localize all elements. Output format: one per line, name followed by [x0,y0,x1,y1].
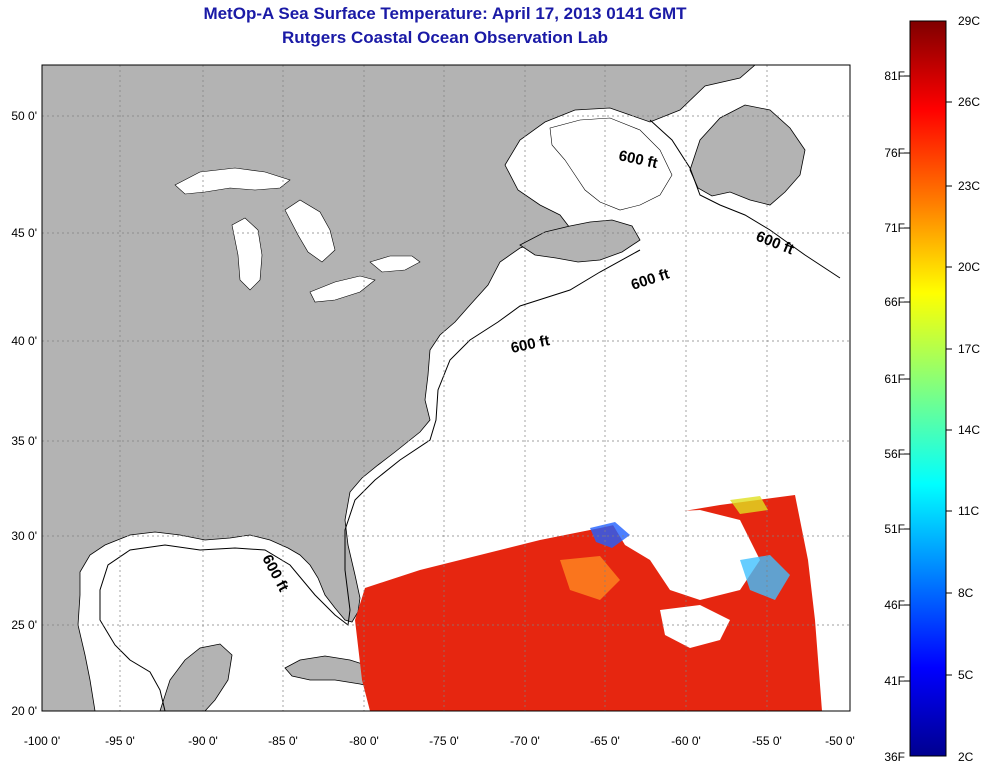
lon-tick-label: -50 0' [825,734,855,748]
lon-tick-label: -90 0' [188,734,218,748]
sst-cool-patch-1 [590,522,630,548]
colorbar-c-label: 26C [958,95,980,109]
map-subtitle: Rutgers Coastal Ocean Observation Lab [282,28,608,47]
colorbar-f-label: 36F [884,750,905,764]
land-north-america [42,65,756,711]
colorbar-c-label: 2C [958,750,974,764]
colorbar-c-label: 8C [958,586,974,600]
sst-cloud-gap-2 [660,605,730,648]
sst-cloud-gap-1 [610,510,760,600]
lat-tick-label: 35 0' [11,434,37,448]
colorbar-ticks [904,75,952,682]
lon-tick-label: -100 0' [24,734,60,748]
colorbar-f-label: 51F [884,522,905,536]
lat-tick-label: 30 0' [11,529,37,543]
colorbar-c-label: 14C [958,423,980,437]
lake-erie [309,275,376,303]
land-nova-scotia [519,219,641,263]
gulf-st-lawrence [549,117,673,211]
colorbar-c-label: 11C [958,504,979,518]
lat-tick-label: 40 0' [11,334,37,348]
lake-huron [284,199,336,263]
sst-yellow-patch [730,496,768,514]
lon-tick-label: -70 0' [510,734,540,748]
colorbar-c-label: 17C [958,342,980,356]
colorbar [909,20,947,757]
lake-michigan [231,217,263,291]
lake-superior [174,167,291,195]
lon-tick-label: -55 0' [752,734,782,748]
colorbar-f-label: 56F [884,447,905,461]
colorbar-c-label: 23C [958,179,980,193]
lon-tick-label: -85 0' [268,734,298,748]
lat-tick-label: 20 0' [11,704,37,718]
colorbar-f-label: 66F [884,295,905,309]
land-yucatan [159,643,233,711]
isobath-600ft [99,119,841,711]
lon-tick-label: -75 0' [429,734,459,748]
land-newfoundland [689,104,806,206]
colorbar-f-label: 81F [884,69,905,83]
sst-cool-patch-2 [740,555,790,600]
map-title: MetOp-A Sea Surface Temperature: April 1… [203,4,687,23]
colorbar-f-label: 41F [884,674,905,688]
lon-tick-label: -95 0' [105,734,135,748]
lake-ontario [369,255,421,273]
lon-tick-label: -65 0' [590,734,620,748]
lat-tick-label: 50 0' [11,109,37,123]
map-frame [41,64,851,712]
colorbar-f-label: 46F [884,598,905,612]
lat-tick-label: 45 0' [11,226,37,240]
colorbar-f-label: 76F [884,146,905,160]
colorbar-c-label: 20C [958,260,980,274]
colorbar-f-label: 61F [884,372,905,386]
lat-tick-label: 25 0' [11,618,37,632]
colorbar-f-label: 71F [884,221,905,235]
colorbar-c-label: 5C [958,668,974,682]
lon-tick-label: -80 0' [349,734,379,748]
lon-tick-label: -60 0' [671,734,701,748]
colorbar-c-label: 29C [958,14,980,28]
